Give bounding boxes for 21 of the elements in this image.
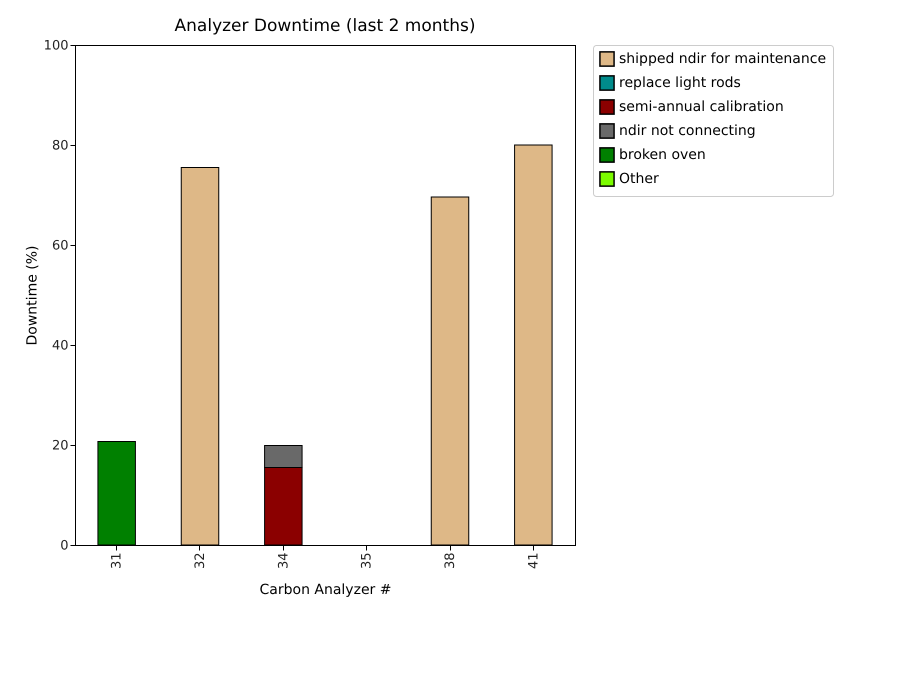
x-tick-label: 35 [360, 552, 375, 570]
y-tick-label: 80 [52, 138, 68, 154]
legend-label: replace light rods [619, 75, 741, 91]
x-tick-label: 31 [110, 552, 125, 570]
y-tick-label: 20 [52, 438, 68, 454]
legend-label: Other [619, 171, 659, 187]
y-tick-label: 40 [52, 338, 68, 354]
x-tick-label: 41 [526, 552, 542, 570]
x-tick-label: 38 [443, 552, 458, 570]
x-tick-label: 32 [193, 552, 208, 570]
y-tick-label: 100 [44, 38, 68, 54]
chart-title: Analyzer Downtime (last 2 months) [174, 16, 476, 36]
x-axis-title: Carbon Analyzer # [260, 582, 392, 598]
legend-label: shipped ndir for maintenance [619, 51, 826, 67]
y-axis-title: Downtime (%) [24, 246, 41, 346]
x-tick-label: 34 [276, 552, 292, 570]
y-tick-label: 0 [60, 538, 68, 554]
legend-label: semi-annual calibration [619, 99, 784, 115]
y-tick-label: 60 [52, 238, 68, 254]
legend-label: ndir not connecting [619, 123, 756, 139]
legend-label: broken oven [619, 147, 706, 163]
